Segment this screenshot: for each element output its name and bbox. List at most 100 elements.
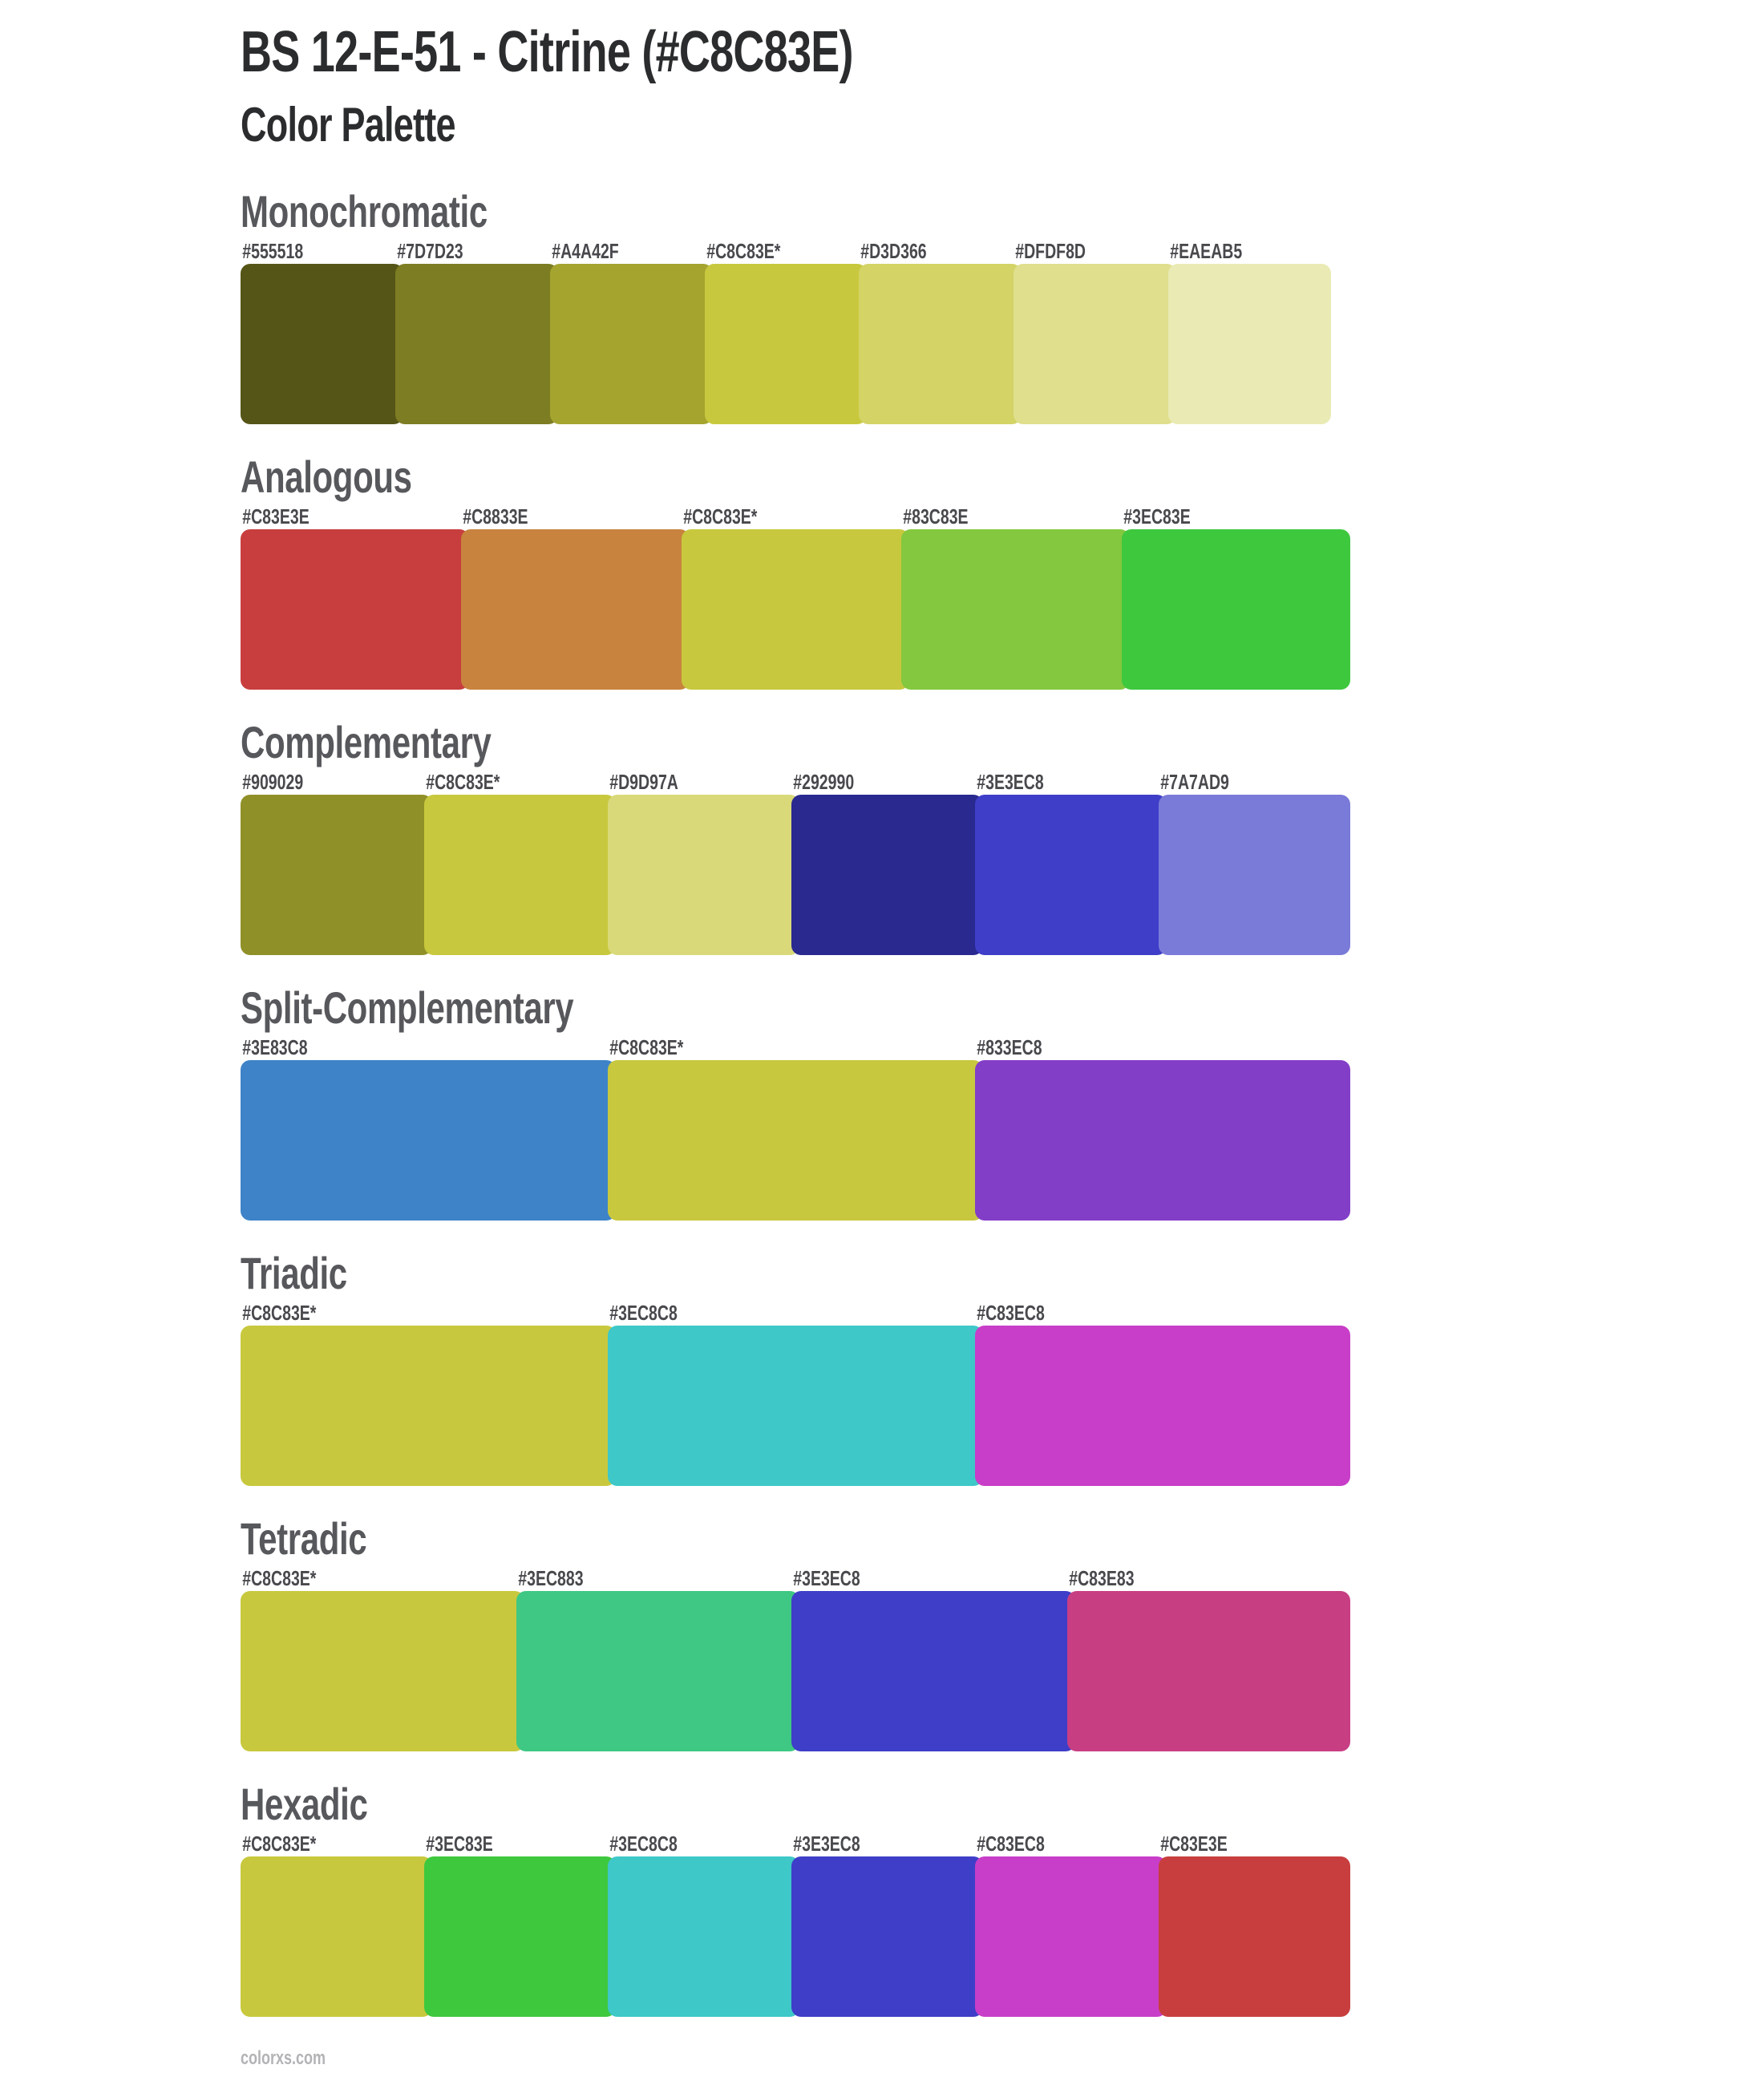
swatch-label-row: #C8C83E* #3EC883 #3E3EC8 #C83E83	[241, 1566, 1350, 1590]
swatch-hex-label: #3E3EC8	[793, 1832, 860, 1856]
color-swatch[interactable]	[1013, 264, 1177, 424]
swatch-hex-label: #3EC8C8	[609, 1301, 678, 1325]
swatch-hex-label: #3E83C8	[242, 1035, 308, 1059]
color-swatch[interactable]	[791, 795, 983, 955]
swatch-hex-label: #C83EC8	[977, 1301, 1045, 1325]
swatch-hex-label: #C8C83E*	[682, 504, 757, 528]
swatch-hex-label: #3EC883	[517, 1566, 584, 1590]
swatch-hex-label: #292990	[793, 770, 855, 794]
color-swatch[interactable]	[608, 1856, 799, 2017]
footer: colorxs.com	[241, 2047, 1350, 2070]
color-swatch[interactable]	[241, 1856, 432, 2017]
swatch-hex-label: #DFDF8D	[1015, 239, 1086, 263]
section-heading: Tetradic	[241, 1513, 367, 1564]
swatch-hex-label: #D9D97A	[609, 770, 678, 794]
swatch-hex-label: #833EC8	[977, 1035, 1042, 1059]
swatch-hex-label: #7D7D23	[397, 239, 463, 263]
swatch-row	[241, 529, 1350, 690]
swatch-label-row: #C8C83E* #3EC8C8 #C83EC8	[241, 1301, 1350, 1325]
swatch-row	[241, 264, 1332, 424]
swatch-hex-label: #C8C83E*	[242, 1832, 317, 1856]
swatch-hex-label: #C8833E	[463, 504, 528, 528]
swatch-hex-label: #C83EC8	[977, 1832, 1045, 1856]
swatch-hex-label: #C8C83E*	[242, 1301, 317, 1325]
color-swatch[interactable]	[975, 1856, 1167, 2017]
color-swatch[interactable]	[241, 264, 403, 424]
swatch-label-row: #3E83C8 #C8C83E* #833EC8	[241, 1035, 1350, 1059]
section-heading: Triadic	[241, 1248, 347, 1298]
section-complementary: Complementary #909029 #C8C83E* #D9D97A #292…	[241, 717, 1350, 955]
swatch-hex-label: #3EC83E	[1123, 504, 1191, 528]
swatch-label-row: #C8C83E* #3EC83E #3EC8C8 #3E3EC8 #C83EC8 #C83…	[241, 1832, 1350, 1856]
swatch-row	[241, 1326, 1350, 1486]
color-swatch[interactable]	[394, 264, 558, 424]
color-swatch[interactable]	[1159, 795, 1350, 955]
color-swatch[interactable]	[1122, 529, 1350, 690]
section-split-complementary: Split-Complementary #3E83C8 #C8C83E* #833E…	[241, 982, 1350, 1221]
color-swatch[interactable]	[608, 1326, 983, 1486]
section-heading: Analogous	[241, 451, 412, 502]
color-swatch[interactable]	[975, 1326, 1350, 1486]
color-swatch[interactable]	[241, 529, 469, 690]
color-swatch[interactable]	[859, 264, 1022, 424]
swatch-row	[241, 1856, 1350, 2017]
swatch-label-row: #909029 #C8C83E* #D9D97A #292990 #3E3EC8 #7A7…	[241, 770, 1350, 794]
swatch-hex-label: #83C83E	[903, 504, 969, 528]
section-triadic: Triadic #C8C83E* #3EC8C8 #C83EC8	[241, 1248, 1350, 1486]
swatch-row	[241, 1591, 1350, 1751]
swatch-hex-label: #3E3EC8	[793, 1566, 860, 1590]
footer-link[interactable]: colorxs.com	[241, 2047, 326, 2069]
color-swatch[interactable]	[608, 795, 799, 955]
color-swatch[interactable]	[901, 529, 1131, 690]
swatch-row	[241, 795, 1350, 955]
section-tetradic: Tetradic #C8C83E* #3EC883 #3E3EC8 #C83E83	[241, 1513, 1350, 1751]
page-subtitle: Color Palette	[241, 98, 456, 152]
color-swatch[interactable]	[791, 1856, 983, 2017]
swatch-row	[241, 1060, 1350, 1221]
color-swatch[interactable]	[704, 264, 868, 424]
color-swatch[interactable]	[460, 529, 690, 690]
swatch-hex-label: #C8C83E*	[706, 239, 780, 263]
color-swatch[interactable]	[1168, 264, 1332, 424]
color-swatch[interactable]	[975, 795, 1167, 955]
color-swatch[interactable]	[1066, 1591, 1350, 1751]
color-swatch[interactable]	[975, 1060, 1350, 1221]
section-heading: Complementary	[241, 717, 492, 767]
section-heading: Monochromatic	[241, 186, 488, 237]
color-swatch[interactable]	[608, 1060, 983, 1221]
swatch-hex-label: #3EC83E	[426, 1832, 493, 1856]
swatch-label-row: #C83E3E #C8833E #C8C83E* #83C83E #3EC83E	[241, 504, 1350, 528]
swatch-label-row: #555518 #7D7D23 #A4A42F #C8C83E* #D3D366 #DFD…	[241, 239, 1331, 263]
swatch-hex-label: #3EC8C8	[609, 1832, 678, 1856]
color-swatch[interactable]	[791, 1591, 1075, 1751]
color-swatch[interactable]	[424, 795, 616, 955]
section-heading: Split-Complementary	[241, 982, 574, 1033]
swatch-hex-label: #EAEAB5	[1170, 239, 1243, 263]
swatch-hex-label: #C8C83E*	[426, 770, 500, 794]
color-swatch[interactable]	[549, 264, 713, 424]
color-swatch[interactable]	[241, 795, 432, 955]
swatch-hex-label: #C8C83E*	[609, 1035, 684, 1059]
swatch-hex-label: #C83E3E	[1160, 1832, 1228, 1856]
swatch-hex-label: #3E3EC8	[977, 770, 1044, 794]
swatch-hex-label: #909029	[242, 770, 304, 794]
page-title: BS 12-E-51 - Citrine (#C8C83E)	[241, 20, 853, 84]
section-hexadic: Hexadic #C8C83E* #3EC83E #3EC8C8 #3E3EC8 #C8…	[241, 1779, 1350, 2017]
section-monochromatic: Monochromatic #555518 #7D7D23 #A4A42F #C8C8…	[241, 186, 1350, 424]
section-analogous: Analogous #C83E3E #C8833E #C8C83E* #83C83E #…	[241, 451, 1350, 690]
color-swatch[interactable]	[681, 529, 910, 690]
color-swatch[interactable]	[241, 1326, 616, 1486]
color-swatch[interactable]	[241, 1060, 616, 1221]
swatch-hex-label: #C8C83E*	[242, 1566, 317, 1590]
swatch-hex-label: #555518	[242, 239, 304, 263]
swatch-hex-label: #7A7AD9	[1160, 770, 1229, 794]
swatch-hex-label: #C83E83	[1068, 1566, 1135, 1590]
color-swatch[interactable]	[516, 1591, 799, 1751]
color-swatch[interactable]	[424, 1856, 616, 2017]
swatch-hex-label: #A4A42F	[551, 239, 619, 263]
color-swatch[interactable]	[241, 1591, 524, 1751]
page-content: BS 12-E-51 - Citrine (#C8C83E) Color Pal…	[241, 20, 1350, 2070]
swatch-hex-label: #C83E3E	[242, 504, 310, 528]
color-swatch[interactable]	[1159, 1856, 1350, 2017]
swatch-hex-label: #D3D366	[860, 239, 928, 263]
